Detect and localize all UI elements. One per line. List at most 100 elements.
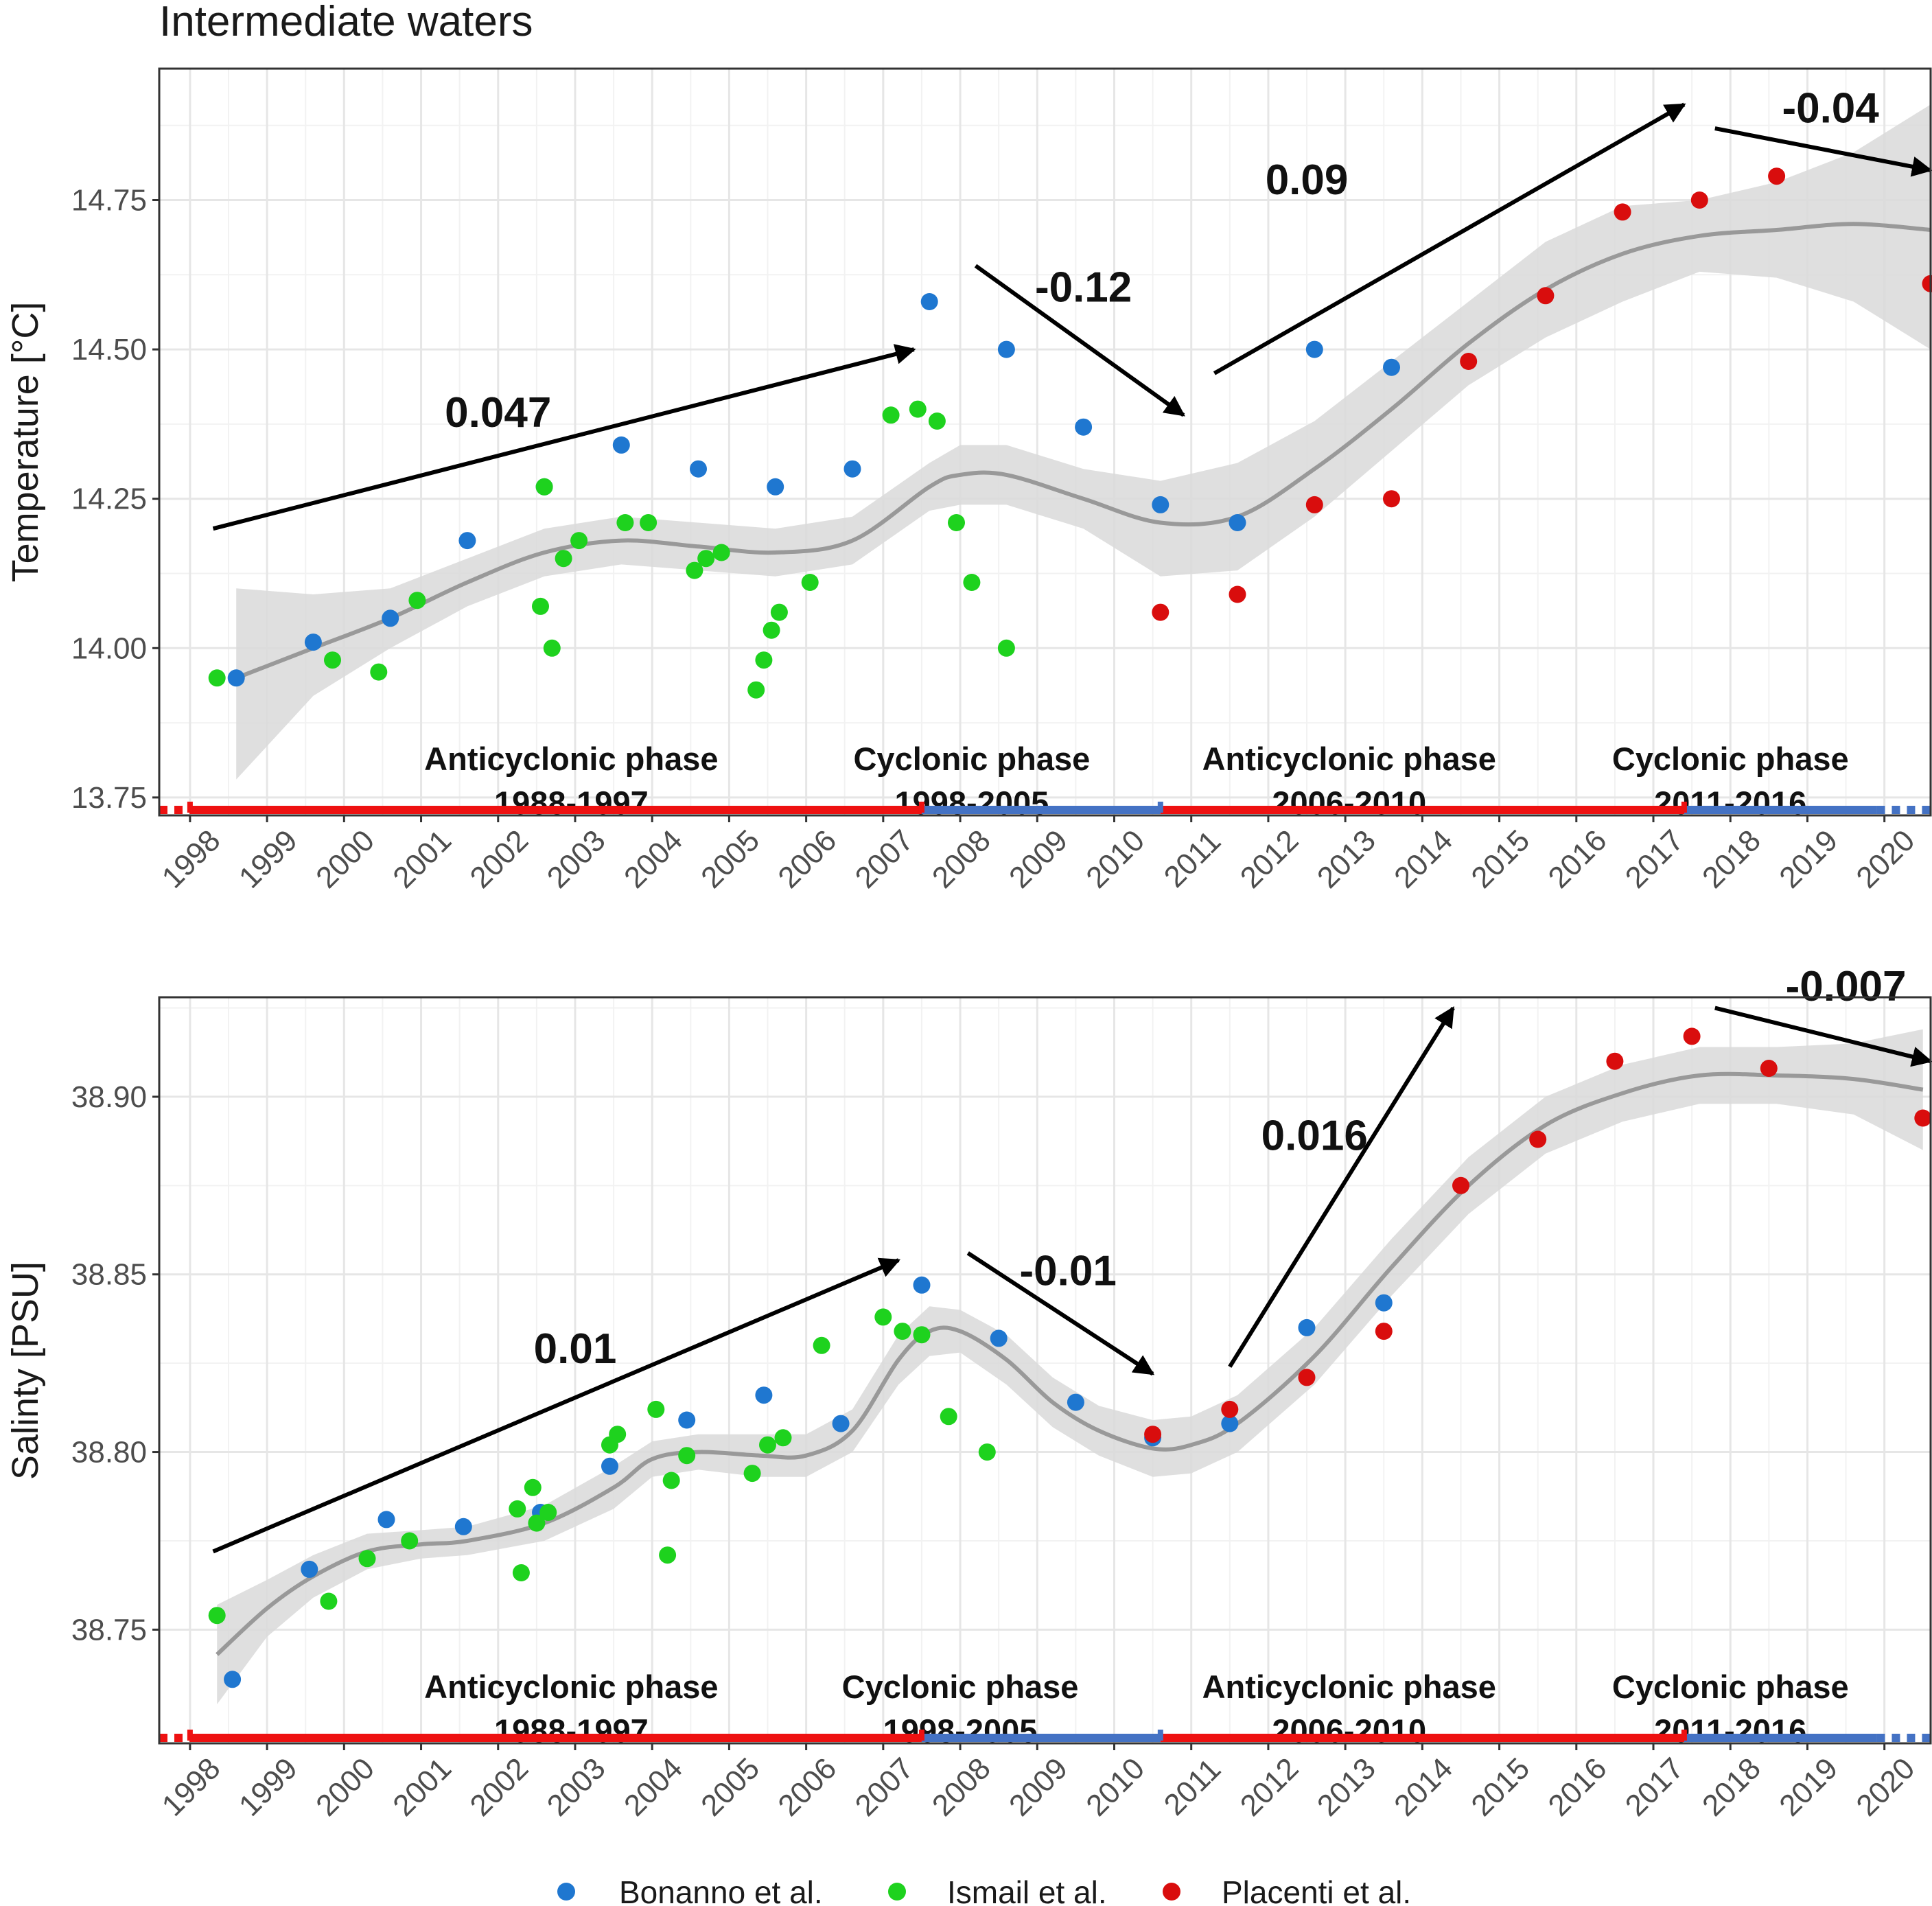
point-ismail (763, 621, 780, 639)
point-ismail (997, 639, 1015, 657)
point-ismail (963, 574, 981, 591)
point-ismail (755, 651, 773, 669)
point-ismail (640, 514, 657, 531)
point-bonanno (1067, 1393, 1084, 1411)
point-ismail (940, 1408, 957, 1426)
x-tick-label: 2011 (1158, 1752, 1228, 1822)
point-placenti (1221, 1400, 1239, 1418)
point-placenti (1144, 1426, 1162, 1443)
point-ismail (570, 532, 588, 550)
x-tick-label: 2002 (464, 824, 535, 895)
point-placenti (1229, 585, 1246, 603)
point-bonanno (382, 609, 399, 627)
point-ismail (320, 1592, 338, 1610)
point-bonanno (1229, 514, 1246, 531)
x-tick-label: 2019 (1773, 824, 1844, 895)
x-tick-label: 2018 (1696, 824, 1767, 895)
point-placenti (1460, 353, 1478, 370)
point-bonanno (1298, 1318, 1316, 1336)
x-tick-label: 2003 (541, 824, 612, 895)
point-ismail (747, 681, 765, 699)
point-ismail (528, 1514, 546, 1532)
point-placenti (1537, 287, 1555, 305)
point-ismail (535, 478, 553, 496)
point-placenti (1152, 603, 1169, 621)
phase-name: Cyclonic phase (1612, 1669, 1849, 1705)
x-tick-label: 2011 (1158, 824, 1228, 894)
legend: Bonanno et al. Ismail et al. Placenti et… (557, 1874, 1411, 1906)
point-ismail (555, 550, 572, 568)
point-placenti (1298, 1369, 1316, 1386)
point-ismail (928, 412, 946, 430)
point-ismail (647, 1400, 665, 1418)
point-bonanno (678, 1411, 696, 1429)
legend-placenti-label: Placenti et al. (1222, 1874, 1411, 1906)
point-bonanno (920, 293, 938, 310)
point-ismail (743, 1465, 761, 1483)
point-bonanno (1383, 358, 1400, 376)
x-tick-label: 2014 (1388, 1752, 1459, 1823)
x-tick-label: 2000 (310, 1752, 381, 1823)
x-tick-label: 2005 (695, 824, 766, 895)
point-bonanno (1075, 418, 1093, 436)
point-ismail (948, 514, 965, 531)
point-ismail (543, 639, 561, 657)
point-ismail (978, 1443, 996, 1461)
x-tick-label: 2008 (926, 1752, 997, 1823)
point-ismail (616, 514, 634, 531)
legend-ismail-label: Ismail et al. (947, 1874, 1107, 1906)
plot-background (159, 997, 1931, 1743)
point-ismail (894, 1323, 911, 1340)
x-tick-label: 2015 (1465, 1752, 1536, 1823)
trend-label: -0.01 (1020, 1247, 1117, 1294)
point-ismail (370, 663, 388, 681)
point-ismail (659, 1546, 677, 1564)
x-tick-label: 2013 (1311, 1752, 1382, 1823)
point-ismail (801, 574, 819, 591)
legend-placenti-dot (1163, 1883, 1180, 1901)
point-bonanno (601, 1457, 618, 1475)
phase-name: Cyclonic phase (1612, 741, 1849, 777)
x-tick-label: 2013 (1311, 824, 1382, 895)
point-ismail (770, 603, 788, 621)
x-tick-label: 2004 (618, 824, 689, 895)
point-placenti (1760, 1060, 1778, 1077)
point-ismail (609, 1426, 627, 1443)
x-tick-label: 2019 (1773, 1752, 1844, 1823)
point-bonanno (301, 1560, 318, 1578)
point-ismail (813, 1336, 830, 1354)
y-tick-label: 14.75 (71, 183, 147, 217)
trend-arrow (1228, 1006, 1455, 1368)
point-bonanno (843, 460, 861, 478)
x-tick-label: 2005 (695, 1752, 766, 1823)
x-tick-label: 1999 (233, 1752, 304, 1823)
point-ismail (539, 1504, 557, 1521)
point-bonanno (1152, 496, 1169, 513)
trend-label: 0.09 (1266, 156, 1349, 204)
point-placenti (1768, 167, 1786, 185)
confidence-ribbon (236, 104, 1931, 780)
x-tick-label: 1998 (156, 824, 227, 895)
point-bonanno (1221, 1415, 1239, 1432)
point-bonanno (990, 1329, 1008, 1347)
x-tick-label: 2007 (849, 1752, 920, 1823)
phase-name: Anticyclonic phase (424, 741, 718, 777)
x-tick-label: 2015 (1465, 824, 1536, 895)
point-ismail (913, 1326, 931, 1344)
point-ismail (662, 1472, 680, 1489)
x-tick-label: 2002 (464, 1752, 535, 1823)
trend-arrow (974, 264, 1185, 417)
point-placenti (1305, 496, 1323, 513)
point-ismail (401, 1532, 419, 1550)
point-bonanno (755, 1386, 773, 1404)
confidence-ribbon (217, 1029, 1923, 1705)
point-placenti (1375, 1323, 1393, 1340)
x-tick-label: 2006 (771, 824, 843, 895)
point-ismail (408, 592, 426, 609)
smooth-line (216, 1071, 1924, 1656)
x-tick-label: 2017 (1619, 1752, 1690, 1823)
point-ismail (874, 1308, 892, 1326)
point-placenti (1452, 1176, 1469, 1194)
phase-name: Anticyclonic phase (1202, 741, 1496, 777)
